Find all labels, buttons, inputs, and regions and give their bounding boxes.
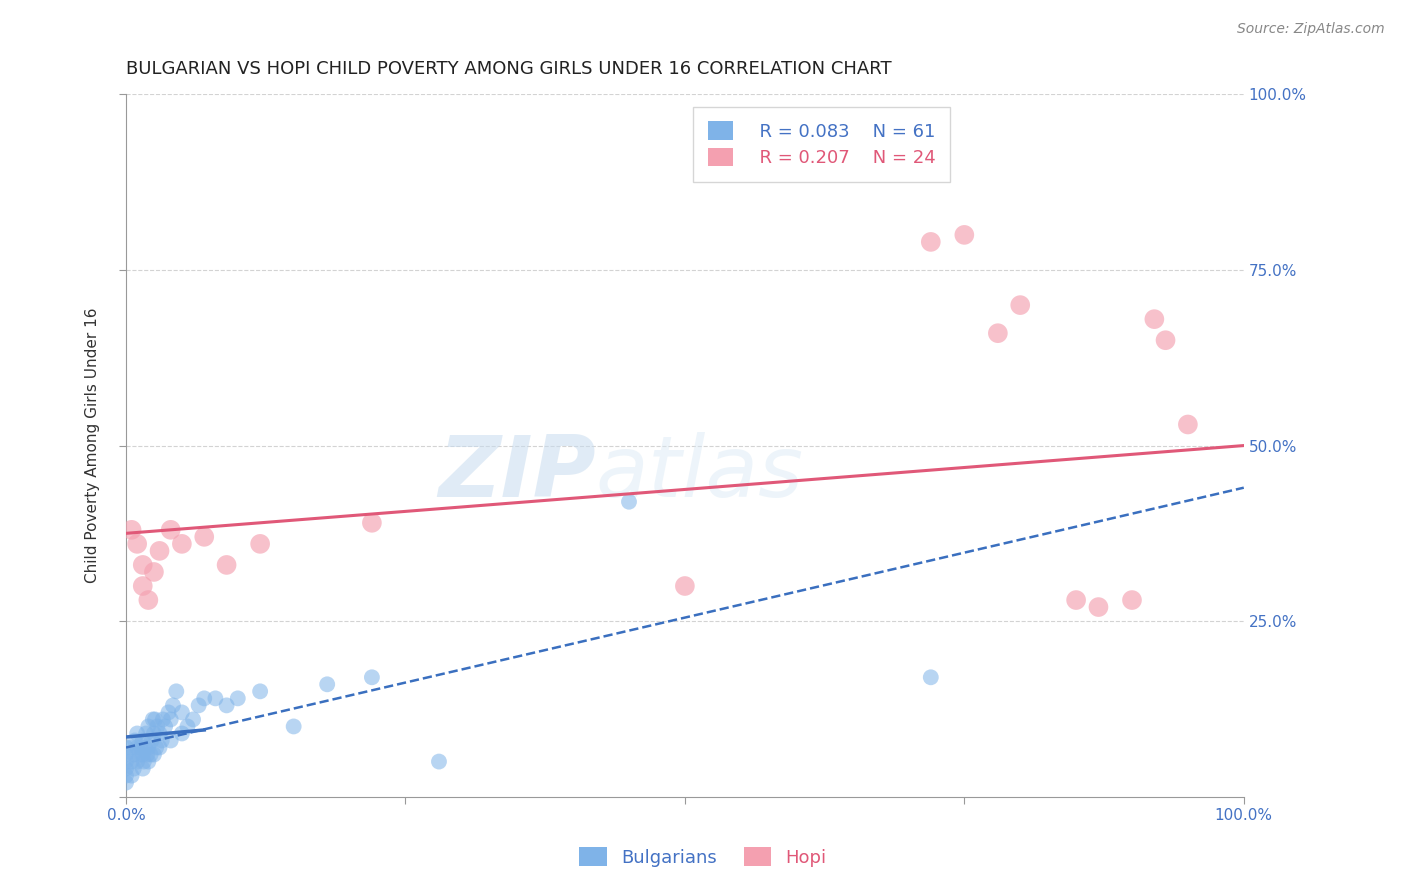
Point [132,558,155,572]
Point [1121,593,1143,607]
Legend:   R = 0.083    N = 61,   R = 0.207    N = 24: R = 0.083 N = 61, R = 0.207 N = 24 [693,107,949,182]
Point [128,747,150,762]
Point [1064,593,1087,607]
Point [1010,298,1032,312]
Point [132,579,155,593]
Point [121,740,143,755]
Point [138,719,160,733]
Point [127,755,149,769]
Point [115,769,138,783]
Point [124,733,146,747]
Point [249,684,271,698]
Point [145,740,167,755]
Point [132,747,155,762]
Point [162,698,184,713]
Point [115,747,138,762]
Point [138,593,160,607]
Y-axis label: Child Poverty Among Girls Under 16: Child Poverty Among Girls Under 16 [86,308,100,583]
Text: Source: ZipAtlas.com: Source: ZipAtlas.com [1237,22,1385,37]
Point [159,523,181,537]
Point [122,762,145,776]
Point [159,713,181,727]
Point [132,733,155,747]
Point [115,762,138,776]
Point [141,733,163,747]
Point [127,537,149,551]
Point [1177,417,1199,432]
Point [142,747,165,762]
Point [134,740,156,755]
Point [146,719,169,733]
Point [181,713,204,727]
Point [361,670,384,684]
Point [176,719,198,733]
Point [427,755,450,769]
Point [187,698,209,713]
Point [115,755,138,769]
Point [121,523,143,537]
Point [1154,333,1177,347]
Point [170,706,193,720]
Point [283,719,305,733]
Point [142,726,165,740]
Point [142,713,165,727]
Point [170,726,193,740]
Point [215,558,238,572]
Point [153,719,176,733]
Point [148,740,170,755]
Point [215,698,238,713]
Point [361,516,384,530]
Point [673,579,696,593]
Point [127,740,149,755]
Point [115,740,138,755]
Point [249,537,271,551]
Point [121,755,143,769]
Point [148,726,170,740]
Point [193,691,215,706]
Point [617,494,640,508]
Point [920,670,942,684]
Point [157,706,180,720]
Point [115,775,138,789]
Point [193,530,215,544]
Point [316,677,339,691]
Point [129,740,152,755]
Point [132,755,155,769]
Point [135,726,157,740]
Legend: Bulgarians, Hopi: Bulgarians, Hopi [572,840,834,874]
Point [165,684,187,698]
Point [226,691,249,706]
Text: BULGARIAN VS HOPI CHILD POVERTY AMONG GIRLS UNDER 16 CORRELATION CHART: BULGARIAN VS HOPI CHILD POVERTY AMONG GI… [127,60,891,78]
Point [920,235,942,249]
Point [987,326,1010,341]
Point [1087,600,1109,615]
Point [138,740,160,755]
Point [1143,312,1166,326]
Text: ZIP: ZIP [437,432,596,516]
Point [127,726,149,740]
Point [122,747,145,762]
Point [150,733,173,747]
Point [139,747,162,762]
Point [138,755,160,769]
Point [142,565,165,579]
Point [953,227,976,242]
Point [159,733,181,747]
Point [148,544,170,558]
Text: atlas: atlas [596,432,803,516]
Point [132,762,155,776]
Point [121,769,143,783]
Point [136,747,159,762]
Point [152,713,174,727]
Point [204,691,226,706]
Point [170,537,193,551]
Point [143,713,166,727]
